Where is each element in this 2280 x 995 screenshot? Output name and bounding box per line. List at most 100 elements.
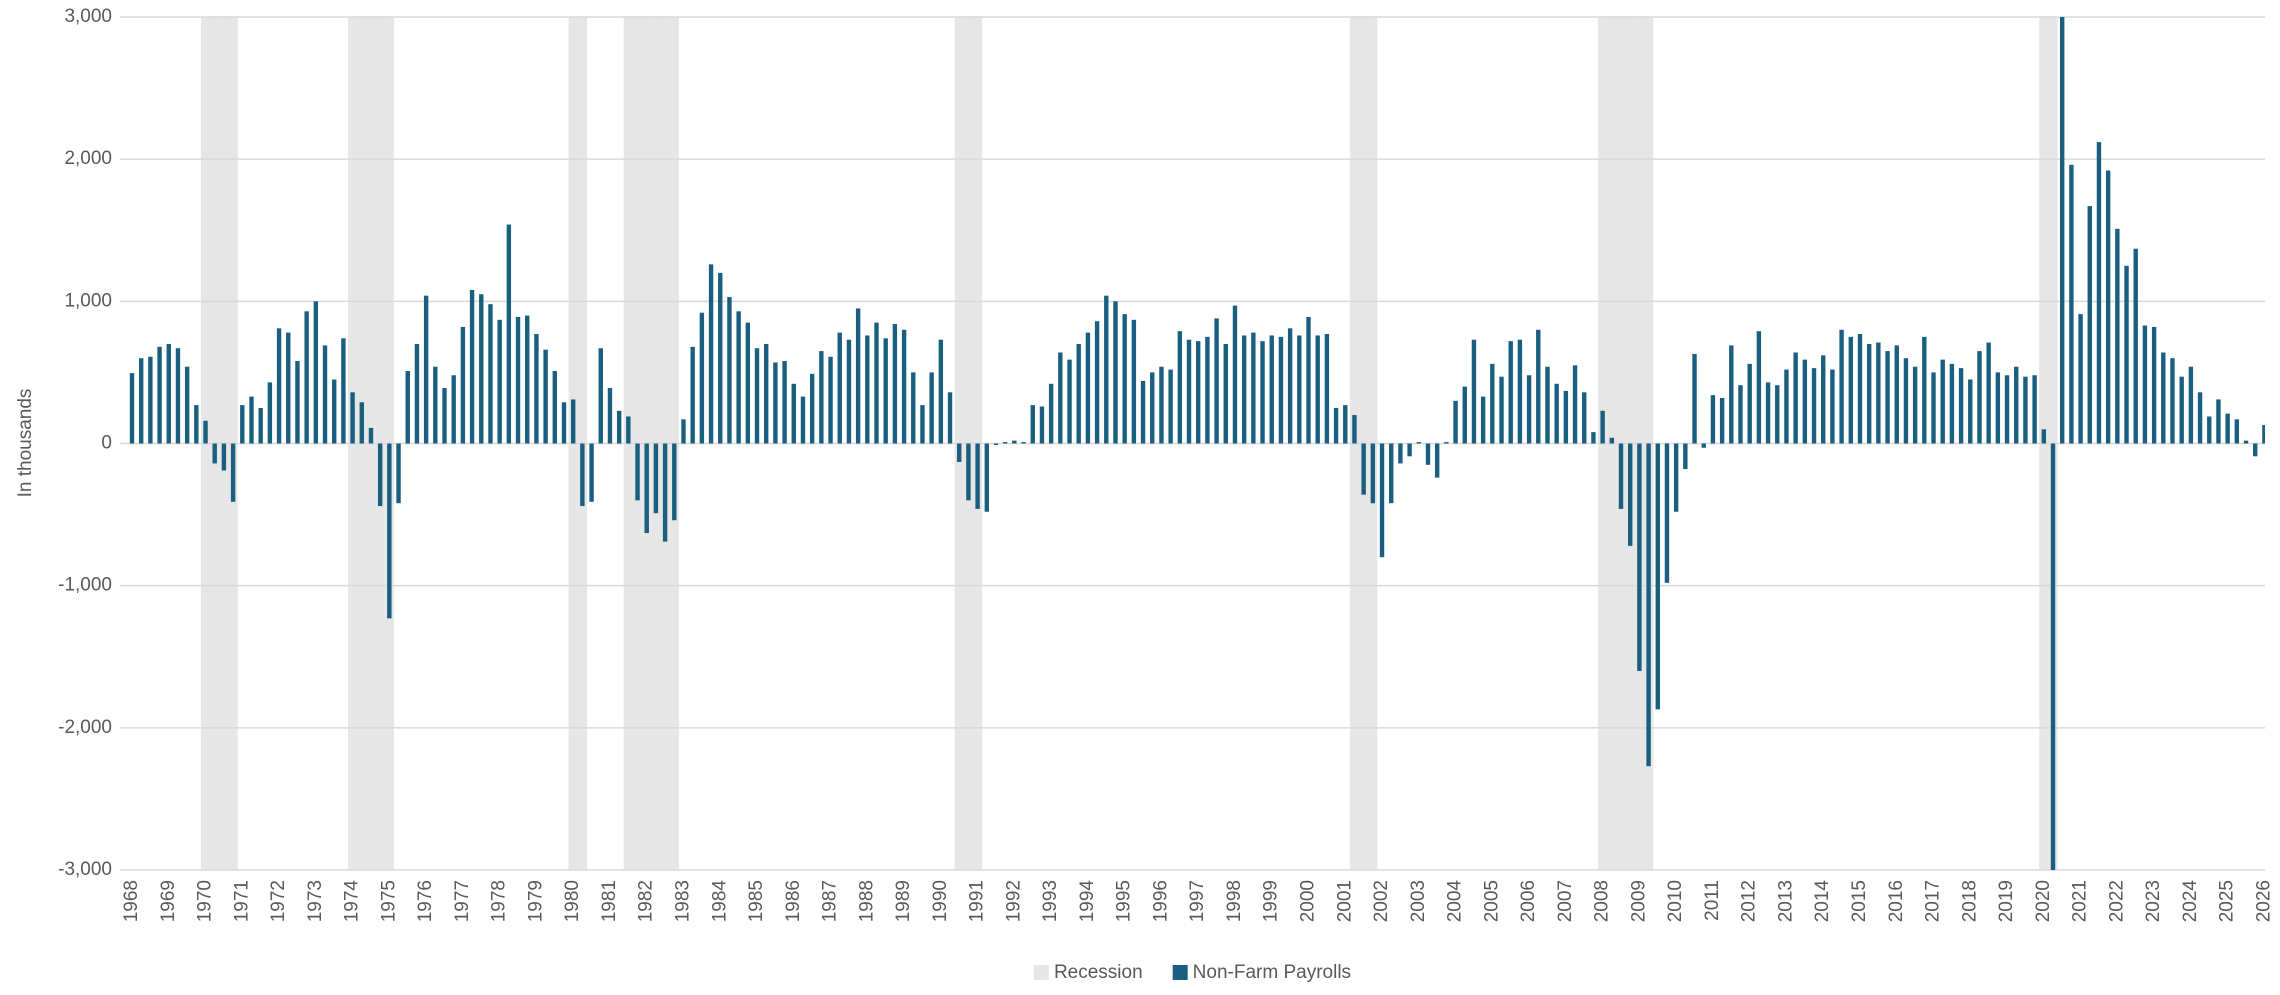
y-tick-label: 0 bbox=[101, 433, 112, 454]
x-tick-label: 2020 bbox=[2033, 880, 2054, 922]
bar bbox=[1343, 405, 1348, 444]
bar bbox=[387, 443, 392, 619]
bar bbox=[1802, 359, 1808, 444]
bar bbox=[1922, 336, 1927, 444]
bar bbox=[1444, 442, 1449, 444]
bar bbox=[506, 224, 512, 444]
x-tick-label: 1987 bbox=[820, 880, 841, 922]
bar bbox=[1012, 440, 1017, 444]
x-tick-label: 1999 bbox=[1261, 880, 1282, 922]
y-tick-label: 2,000 bbox=[64, 148, 112, 169]
bar bbox=[2142, 325, 2148, 444]
bar bbox=[304, 311, 309, 444]
bar bbox=[1673, 443, 1679, 512]
bar bbox=[1021, 442, 1026, 444]
bar bbox=[727, 297, 732, 444]
bar bbox=[809, 373, 815, 444]
bar bbox=[662, 443, 668, 542]
x-tick-label: 1973 bbox=[305, 880, 326, 922]
bar bbox=[2041, 429, 2047, 444]
bar bbox=[837, 332, 842, 444]
bar bbox=[1986, 342, 1991, 444]
bar bbox=[1609, 437, 1615, 444]
bar bbox=[1416, 442, 1421, 444]
bar bbox=[2004, 375, 2010, 444]
bar bbox=[672, 443, 677, 521]
bar bbox=[1545, 366, 1550, 444]
bar bbox=[874, 322, 879, 444]
bar bbox=[1407, 443, 1412, 457]
bar bbox=[1085, 332, 1091, 444]
bar bbox=[773, 362, 778, 444]
x-tick-label: 1977 bbox=[452, 880, 473, 922]
bar bbox=[1269, 335, 1274, 444]
bar bbox=[1885, 351, 1890, 444]
bar bbox=[1940, 359, 1945, 444]
x-tick-label: 2018 bbox=[1959, 880, 1980, 922]
bar bbox=[2133, 248, 2138, 444]
bar bbox=[1729, 345, 1734, 444]
bar bbox=[1462, 386, 1467, 444]
x-tick-label: 2021 bbox=[2070, 880, 2091, 922]
bar bbox=[479, 294, 484, 444]
bar bbox=[1453, 400, 1458, 444]
x-tick-label: 2012 bbox=[1739, 880, 1760, 922]
bar bbox=[1352, 415, 1357, 444]
x-tick-label: 2008 bbox=[1592, 880, 1613, 922]
bar bbox=[203, 420, 208, 444]
bar bbox=[1931, 372, 1936, 444]
bar bbox=[1839, 329, 1844, 444]
bar bbox=[350, 392, 355, 444]
bar bbox=[1591, 432, 1596, 444]
x-tick-label: 2007 bbox=[1555, 880, 1576, 922]
x-tick-label: 2014 bbox=[1812, 880, 1833, 923]
bar bbox=[1866, 343, 1872, 444]
bar bbox=[865, 335, 870, 444]
bar bbox=[1775, 385, 1780, 444]
bar bbox=[212, 443, 217, 464]
bar bbox=[1076, 343, 1081, 444]
bar bbox=[368, 427, 374, 444]
bar bbox=[1287, 328, 1293, 444]
bar bbox=[782, 361, 787, 444]
bar bbox=[616, 410, 622, 444]
bar bbox=[2078, 314, 2083, 444]
bar bbox=[1480, 396, 1486, 444]
bar bbox=[2170, 358, 2175, 444]
y-tick-label: 1,000 bbox=[64, 290, 112, 311]
legend-label: Recession bbox=[1054, 962, 1143, 983]
bar bbox=[157, 346, 162, 444]
x-tick-label: 1982 bbox=[636, 880, 657, 922]
bar bbox=[1517, 339, 1523, 444]
bar bbox=[2096, 142, 2102, 444]
bar bbox=[1683, 443, 1688, 470]
bar bbox=[855, 308, 861, 444]
bar bbox=[194, 405, 199, 444]
x-tick-label: 1991 bbox=[967, 880, 988, 922]
bar bbox=[1692, 353, 1697, 444]
bar bbox=[221, 443, 227, 471]
bar bbox=[1039, 406, 1045, 444]
bar bbox=[1508, 341, 1513, 444]
bar bbox=[938, 339, 944, 444]
x-tick-label: 1985 bbox=[746, 880, 767, 922]
bar bbox=[1848, 336, 1853, 444]
bar bbox=[1251, 332, 1256, 444]
bar bbox=[1315, 335, 1320, 444]
bar bbox=[2161, 352, 2166, 444]
bar bbox=[1968, 379, 1973, 444]
bar bbox=[708, 264, 714, 444]
bar bbox=[488, 304, 493, 444]
bar bbox=[1894, 345, 1899, 444]
bar bbox=[2069, 164, 2074, 444]
bar bbox=[957, 443, 962, 462]
bar bbox=[1765, 382, 1771, 444]
bar bbox=[2023, 376, 2028, 444]
bar bbox=[1223, 343, 1228, 444]
bar bbox=[1094, 321, 1100, 444]
x-tick-label: 2022 bbox=[2106, 880, 2127, 922]
bar bbox=[2234, 419, 2240, 444]
bar bbox=[276, 328, 282, 444]
bar bbox=[1324, 334, 1330, 444]
x-tick-label: 1979 bbox=[525, 880, 546, 922]
